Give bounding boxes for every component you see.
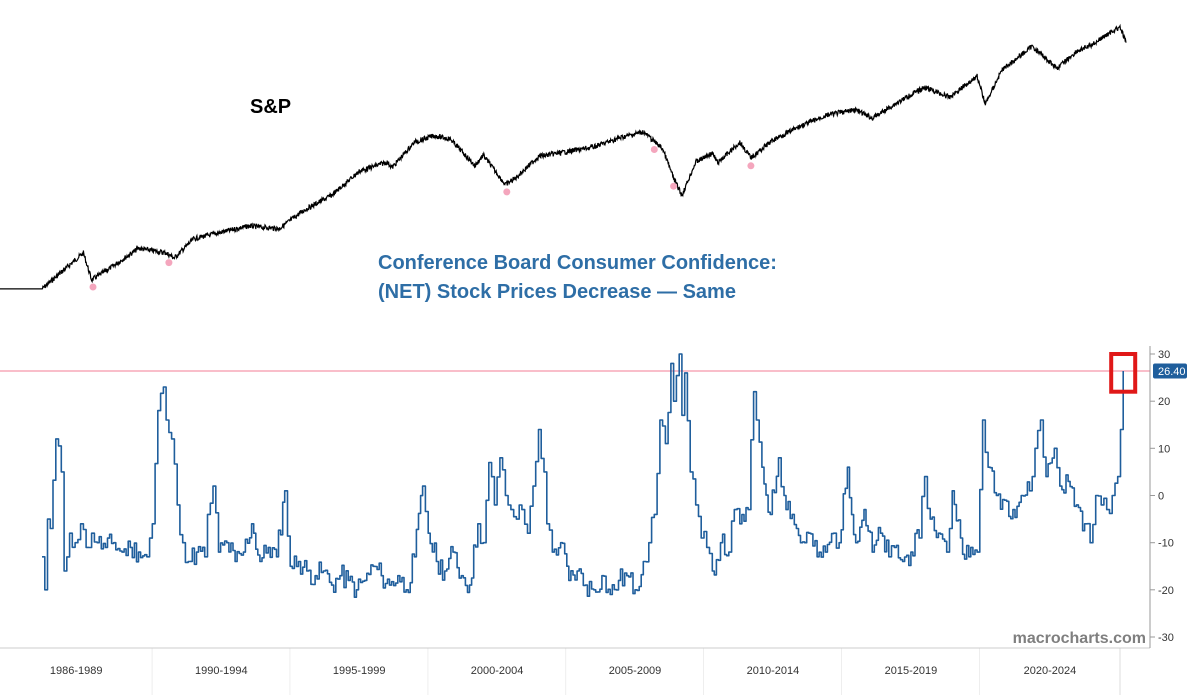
last-value-label: 26.40: [1158, 366, 1186, 378]
sp-marker-1: [89, 283, 97, 291]
sp-series-label: S&P: [250, 96, 291, 118]
sp-marker-6: [747, 162, 755, 170]
chart-title-line-1: Conference Board Consumer Confidence:: [378, 252, 777, 274]
x-band-2: [152, 648, 291, 695]
x-band-1: [0, 648, 153, 695]
x-band-4: [428, 648, 567, 695]
y-tick-label: -30: [1158, 632, 1174, 644]
x-tick-label: 1990-1994: [195, 665, 248, 677]
sp-series-line: [0, 23, 1127, 290]
x-band-7: [841, 648, 980, 695]
y-tick-label: -10: [1158, 538, 1174, 550]
x-band-3: [290, 648, 429, 695]
x-tick-label: 1986-1989: [50, 665, 103, 677]
y-tick-label: 0: [1158, 491, 1164, 503]
confidence-series-line: [42, 353, 1124, 598]
sp-marker-4: [650, 146, 658, 153]
y-axis-ticks: 30 20 10 0 -10 -20 -30: [1149, 346, 1174, 648]
y-tick-label: 20: [1158, 396, 1170, 408]
x-band-5: [566, 648, 704, 695]
x-axis-ticks: 1986-1989 1990-1994 1995-1999 2000-2004 2005…: [50, 665, 1076, 677]
x-tick-label: 1995-1999: [333, 665, 386, 677]
chart-title-line-2: (NET) Stock Prices Decrease — Same: [378, 281, 736, 303]
x-band-8: [979, 648, 1120, 695]
sp-markers: [89, 146, 755, 291]
x-tick-label: 2015-2019: [885, 665, 938, 677]
sp-marker-2: [165, 259, 173, 267]
y-tick-label: 30: [1158, 349, 1170, 361]
last-value-badge: 26.40: [1153, 363, 1187, 379]
x-tick-label: 2000-2004: [471, 665, 524, 677]
x-axis-bands: [0, 647, 1150, 695]
x-tick-label: 2020-2024: [1024, 665, 1077, 677]
y-tick-label: -20: [1158, 585, 1174, 597]
x-tick-label: 2010-2014: [747, 665, 800, 677]
x-band-6: [704, 648, 842, 695]
sp-marker-3: [503, 188, 511, 196]
sp-marker-5: [670, 182, 678, 190]
x-tick-label: 2005-2009: [609, 665, 662, 677]
y-tick-label: 10: [1158, 443, 1170, 455]
highlight-box: [1109, 352, 1138, 394]
watermark: macrocharts.com: [1013, 630, 1146, 647]
